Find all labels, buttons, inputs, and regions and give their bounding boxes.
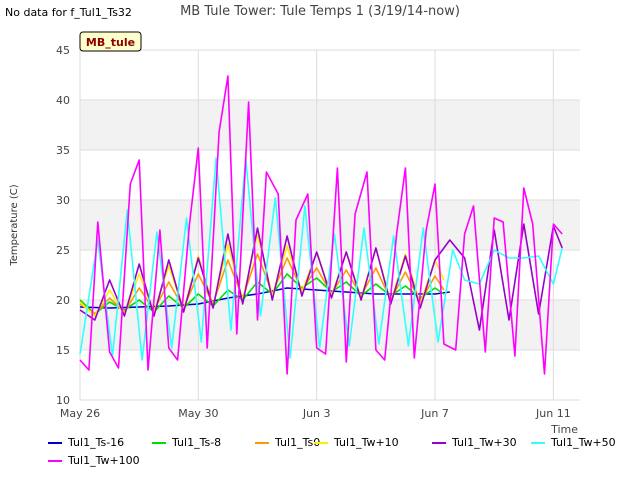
legend-label: Tul1_Tw+30	[452, 436, 517, 449]
site-badge	[79, 31, 142, 52]
x-tick-label: May 26	[60, 407, 100, 420]
grid-band	[80, 100, 580, 150]
y-tick-label: 30	[56, 194, 70, 207]
legend-label: Tul1_Ts-8	[172, 436, 222, 449]
legend-label: Tul1_Ts0	[275, 436, 321, 449]
legend-swatch	[531, 441, 545, 444]
legend-label: Tul1_Tw+100	[68, 454, 140, 467]
y-tick-label: 15	[56, 344, 70, 357]
x-tick-label: Jun 11	[535, 407, 571, 420]
x-tick-label: Jun 3	[302, 407, 331, 420]
legend-swatch	[152, 441, 166, 444]
legend-swatch	[255, 441, 269, 444]
y-tick-label: 20	[56, 294, 70, 307]
legend-swatch	[48, 459, 62, 462]
legend-label: Tul1_Tw+50	[551, 436, 616, 449]
legend-item: Tul1_Ts-16	[48, 436, 124, 449]
legend-swatch	[314, 441, 328, 444]
y-tick-label: 45	[56, 44, 70, 57]
y-tick-label: 25	[56, 244, 70, 257]
series-line-tul1-tw-30	[79, 223, 563, 331]
y-tick-label: 40	[56, 94, 70, 107]
legend-label: Tul1_Tw+10	[334, 436, 399, 449]
legend-swatch	[48, 441, 62, 444]
x-tick-label: Jun 7	[420, 407, 449, 420]
y-tick-label: 10	[56, 394, 70, 407]
x-axis-label: Time	[550, 423, 578, 436]
y-axis-label: Temperature (C)	[9, 184, 20, 266]
legend-item: Tul1_Tw+10	[314, 436, 399, 449]
legend-item: Tul1_Tw+50	[531, 436, 616, 449]
x-tick-label: May 30	[178, 407, 218, 420]
legend-item: Tul1_Ts0	[255, 436, 320, 449]
chart-title: MB Tule Tower: Tule Temps 1 (3/19/14-now…	[180, 4, 460, 19]
y-tick-label: 35	[56, 144, 70, 157]
site-badge-label: MB_tule	[86, 36, 135, 49]
legend-item: Tul1_Ts-8	[152, 436, 221, 449]
legend-item: Tul1_Tw+100	[48, 454, 140, 467]
legend-label: Tul1_Ts-16	[68, 436, 125, 449]
grid-band	[80, 300, 580, 350]
no-data-note: No data for f_Tul1_Ts32	[5, 6, 132, 19]
series-line-tul1-ts-16	[79, 287, 450, 309]
series-line-tul1-tw-100	[79, 75, 563, 375]
legend-swatch	[432, 441, 446, 444]
legend-item: Tul1_Tw+30	[432, 436, 517, 449]
